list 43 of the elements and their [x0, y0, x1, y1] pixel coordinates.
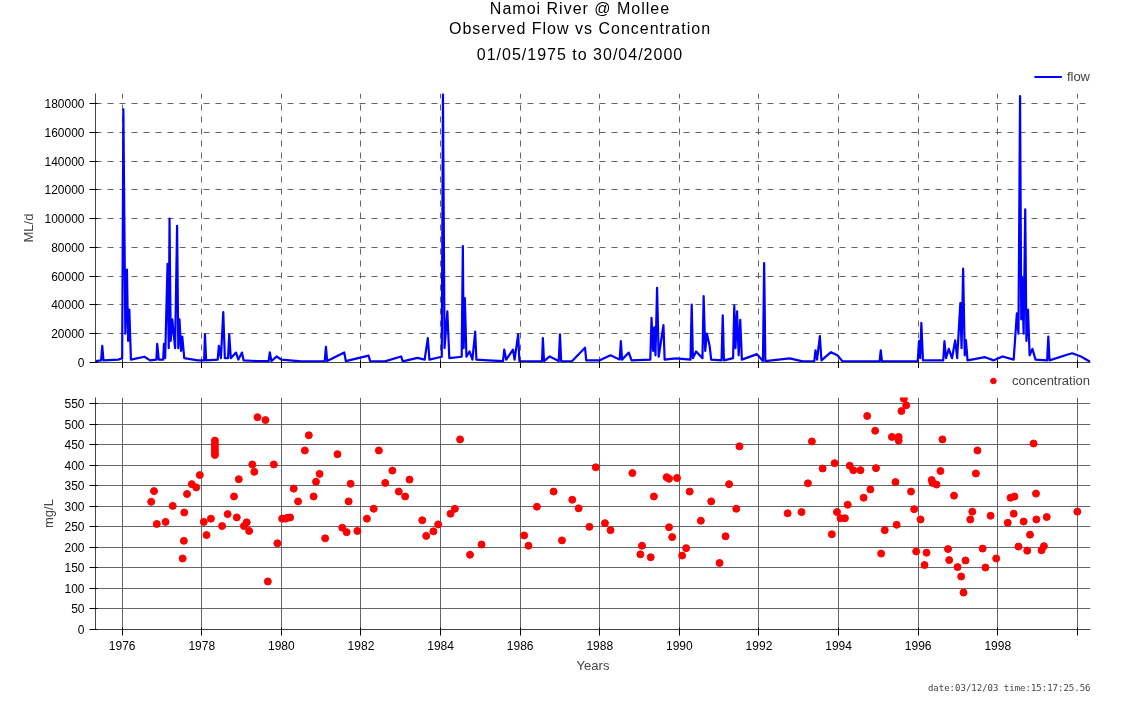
x-tick-label: 1988: [586, 638, 614, 653]
y-tick-label: 140000: [44, 154, 85, 169]
x-tick-label: 1996: [904, 638, 932, 653]
text: date:03/12/03 time:15:17:25.56: [927, 682, 1091, 693]
y-tick-label: 350: [64, 479, 85, 494]
x-tick-label: 1994: [825, 638, 853, 653]
legend-label: concentration: [1011, 372, 1090, 388]
x-tick-label: 1992: [745, 638, 773, 653]
chart-subtitle: 01/05/1975 to 30/04/2000: [476, 46, 684, 64]
y-tick-label: 40000: [51, 298, 85, 313]
y-tick-label: 250: [64, 520, 85, 535]
y-tick-label: 120000: [44, 183, 85, 198]
x-tick-label: 1986: [506, 638, 534, 653]
legend-label: flow: [1066, 68, 1090, 84]
x-tick-label: 1998: [984, 638, 1012, 653]
y-tick-label: 300: [64, 499, 85, 514]
y-tick-label: 20000: [51, 327, 85, 342]
y-tick-label: 400: [64, 458, 85, 473]
y-tick-label: 200: [64, 540, 85, 555]
chart-title: Namoi River @ Mollee Observed Flow vs Concentration: [448, 0, 712, 38]
y-axis-title: mg/L: [41, 499, 57, 528]
y-tick-label: 180000: [44, 97, 85, 112]
x-tick-label: 1980: [268, 638, 296, 653]
y-tick-label: 150: [64, 561, 85, 576]
y-tick-label: 50: [71, 602, 85, 617]
x-tick-label: 1990: [666, 638, 694, 653]
line-series: [95, 93, 1091, 363]
x-axis-title: Years: [576, 657, 610, 673]
y-tick-label: 100: [64, 581, 85, 596]
x-tick-label: 1978: [188, 638, 216, 653]
y-tick-label: 550: [64, 397, 85, 412]
x-tick-label: 1976: [108, 638, 136, 653]
y-tick-label: 500: [64, 417, 85, 432]
y-tick-label: 0: [77, 356, 85, 370]
x-tick-label: 1984: [427, 638, 455, 653]
y-tick-label: 450: [64, 438, 85, 453]
y-tick-label: 80000: [51, 240, 85, 255]
y-tick-label: 0: [77, 623, 85, 637]
y-tick-label: 160000: [44, 125, 85, 140]
x-tick-label: 1982: [347, 638, 375, 653]
y-axis-title: ML/d: [21, 213, 37, 243]
y-tick-label: 60000: [51, 269, 85, 284]
y-tick-label: 100000: [44, 212, 85, 227]
